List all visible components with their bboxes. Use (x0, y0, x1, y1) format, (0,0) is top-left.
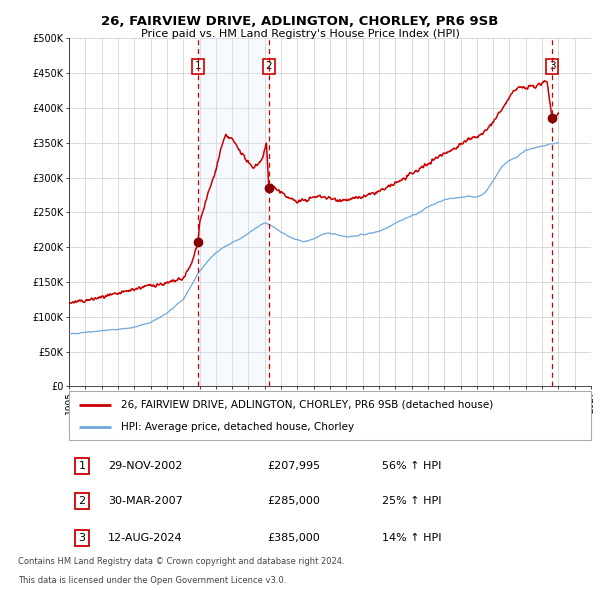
Text: £207,995: £207,995 (268, 461, 320, 471)
Text: 2: 2 (79, 496, 86, 506)
Text: 29-NOV-2002: 29-NOV-2002 (108, 461, 182, 471)
Bar (552, 38, 591, 386)
Text: 1: 1 (79, 461, 86, 471)
Text: 56% ↑ HPI: 56% ↑ HPI (382, 461, 442, 471)
Text: 2: 2 (266, 61, 272, 71)
Text: 26, FAIRVIEW DRIVE, ADLINGTON, CHORLEY, PR6 9SB: 26, FAIRVIEW DRIVE, ADLINGTON, CHORLEY, … (101, 15, 499, 28)
Text: 26, FAIRVIEW DRIVE, ADLINGTON, CHORLEY, PR6 9SB (detached house): 26, FAIRVIEW DRIVE, ADLINGTON, CHORLEY, … (121, 399, 493, 409)
Text: 30-MAR-2007: 30-MAR-2007 (108, 496, 183, 506)
Text: 25% ↑ HPI: 25% ↑ HPI (382, 496, 442, 506)
Text: £285,000: £285,000 (268, 496, 320, 506)
Text: This data is licensed under the Open Government Licence v3.0.: This data is licensed under the Open Gov… (18, 576, 286, 585)
Text: Price paid vs. HM Land Registry's House Price Index (HPI): Price paid vs. HM Land Registry's House … (140, 29, 460, 38)
Text: 3: 3 (79, 533, 86, 543)
Text: 3: 3 (549, 61, 556, 71)
Text: £385,000: £385,000 (268, 533, 320, 543)
Text: 1: 1 (195, 61, 202, 71)
Bar (198, 38, 269, 386)
Text: Contains HM Land Registry data © Crown copyright and database right 2024.: Contains HM Land Registry data © Crown c… (18, 557, 344, 566)
Text: 14% ↑ HPI: 14% ↑ HPI (382, 533, 442, 543)
Text: HPI: Average price, detached house, Chorley: HPI: Average price, detached house, Chor… (121, 422, 355, 432)
Text: 12-AUG-2024: 12-AUG-2024 (108, 533, 183, 543)
